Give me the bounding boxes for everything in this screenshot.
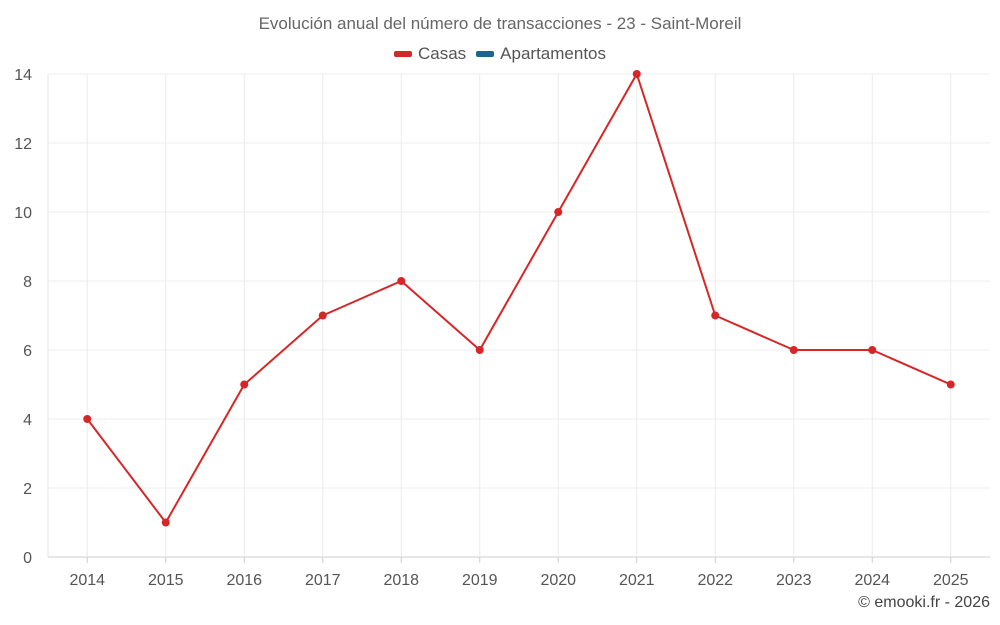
data-point-casas-2018	[397, 277, 406, 285]
y-tick-label: 12	[14, 136, 32, 153]
y-tick-label: 6	[23, 343, 32, 360]
credit-text: © emooki.fr - 2026	[858, 594, 990, 611]
y-tick-label: 2	[23, 481, 32, 498]
y-tick-label: 4	[23, 412, 32, 429]
x-tick-label: 2021	[619, 572, 655, 589]
legend-item-apartamentos[interactable]: Apartamentos	[476, 44, 606, 64]
series-line-casas	[86, 73, 952, 524]
data-point-casas-2021	[632, 70, 641, 78]
data-point-casas-2017	[318, 311, 327, 320]
x-tick-label: 2023	[776, 572, 812, 589]
legend-swatch-apartamentos	[476, 51, 495, 57]
legend-label-apartamentos: Apartamentos	[500, 44, 607, 63]
legend: Casas Apartamentos	[0, 44, 1000, 64]
x-tick-label: 2022	[697, 572, 733, 589]
data-point-casas-2015	[161, 518, 170, 527]
y-tick-label: 8	[23, 274, 32, 291]
y-tick-label: 0	[23, 550, 32, 567]
x-tick-label: 2025	[933, 572, 969, 589]
x-tick-label: 2016	[226, 572, 262, 589]
x-tick-label: 2020	[540, 572, 576, 589]
data-point-casas-2020	[554, 208, 563, 216]
data-point-casas-2024	[868, 346, 877, 354]
data-point-casas-2019	[475, 346, 484, 354]
data-point-casas-2016	[240, 380, 249, 389]
chart-title: Evolución anual del número de transaccio…	[258, 14, 742, 33]
x-tick-label: 2014	[69, 572, 105, 589]
legend-label-casas: Casas	[417, 44, 467, 63]
x-tick-label: 2015	[148, 572, 184, 589]
data-point-casas-2025	[946, 380, 955, 389]
y-tick-label: 14	[14, 67, 32, 84]
legend-swatch-casas	[393, 51, 412, 57]
data-point-casas-2022	[711, 311, 720, 320]
x-tick-label: 2019	[462, 572, 498, 589]
x-tick-label: 2024	[854, 572, 890, 589]
x-tick-label: 2017	[305, 572, 341, 589]
legend-item-casas[interactable]: Casas	[393, 44, 467, 64]
x-tick-label: 2018	[383, 572, 419, 589]
data-point-casas-2023	[789, 346, 798, 354]
y-tick-label: 10	[14, 205, 32, 222]
data-point-casas-2014	[83, 415, 92, 423]
